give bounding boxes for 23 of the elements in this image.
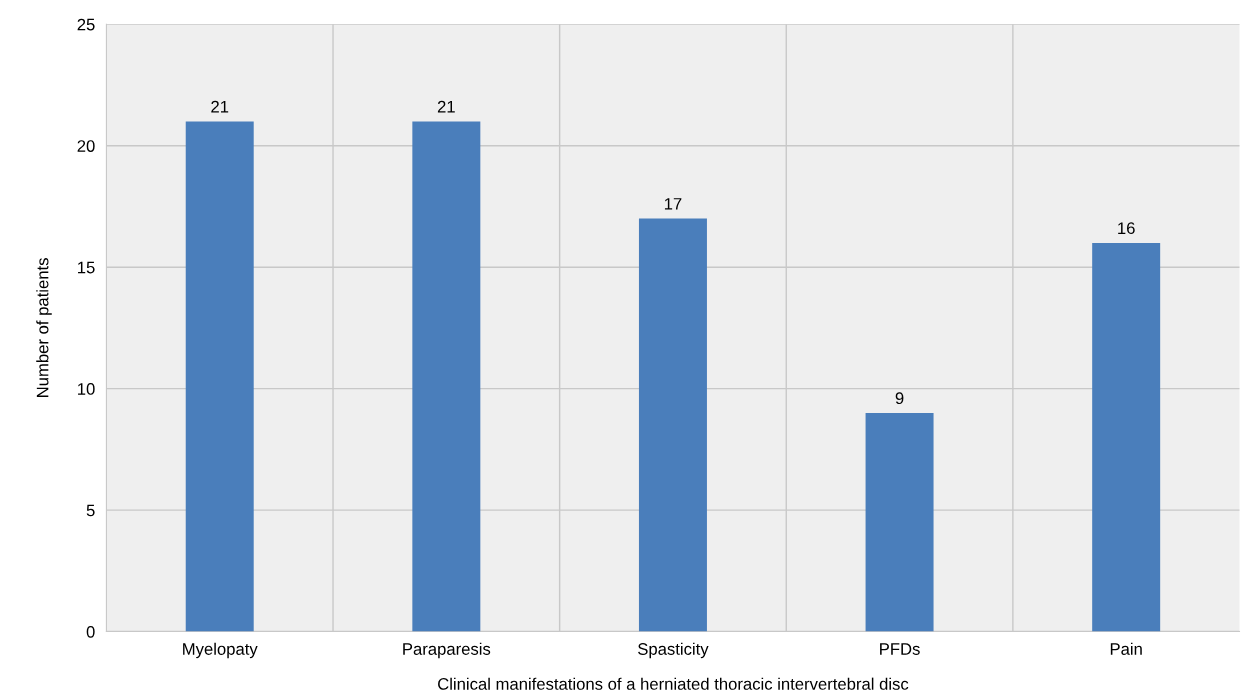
data-label: 21 <box>437 100 455 113</box>
y-tick-label: 20 <box>77 140 95 152</box>
data-label: 21 <box>211 100 229 113</box>
y-axis-title: Number of patients <box>36 258 52 397</box>
x-tick-label: PFDs <box>880 643 920 655</box>
data-label: 9 <box>895 392 904 405</box>
bar <box>412 121 481 632</box>
bar <box>638 218 707 632</box>
y-tick-label: 10 <box>78 383 95 395</box>
data-label: 17 <box>664 198 682 210</box>
bar <box>185 121 254 632</box>
y-tick-label: 25 <box>77 18 95 31</box>
y-tick-label: 15 <box>78 261 95 274</box>
x-tick-label: Spasticity <box>638 642 709 659</box>
y-tick-label: 5 <box>86 504 95 517</box>
x-tick-label: Pain <box>1110 642 1142 655</box>
data-label: 16 <box>1118 222 1135 235</box>
x-tick-label: Myelopaty <box>183 642 258 659</box>
y-tick-label: 0 <box>86 625 95 638</box>
x-axis-title: Clinical manifestations of a herniated thoracic intervertebral disc <box>438 677 909 690</box>
bar <box>1092 242 1161 632</box>
x-tick-label: Paraparesis <box>403 642 491 659</box>
bar <box>865 412 934 632</box>
